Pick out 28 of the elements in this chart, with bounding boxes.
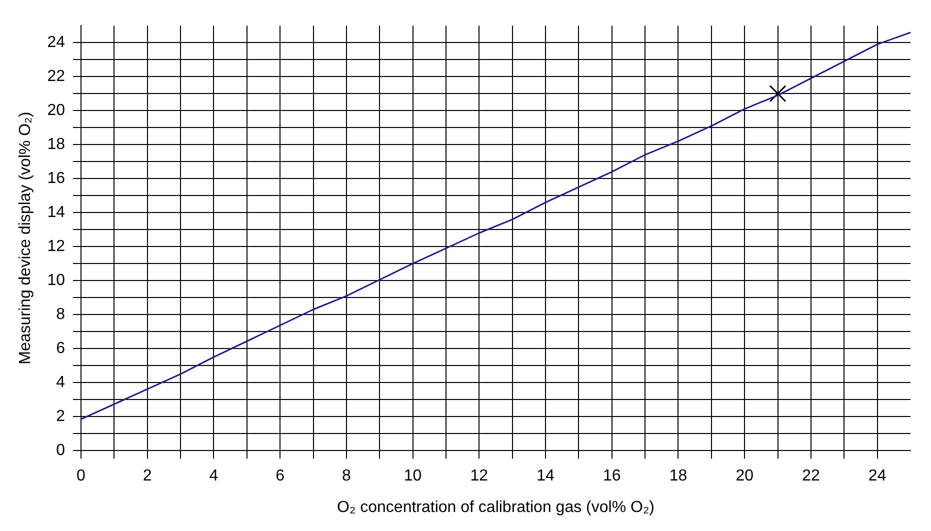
x-tick-label: 18 [669, 468, 688, 485]
x-tick-label: 10 [404, 468, 422, 485]
x-tick-label: 6 [276, 468, 285, 485]
y-tick-label: 14 [47, 204, 66, 222]
y-tick-label: 2 [56, 408, 66, 426]
x-tick-label: 14 [536, 468, 555, 485]
y-tick-label: 8 [56, 306, 66, 324]
x-tick-label: 0 [76, 468, 86, 485]
x-tick-label: 22 [802, 468, 820, 485]
y-tick-label: 10 [47, 272, 66, 290]
x-tick-label: 20 [736, 468, 754, 485]
x-axis-title: O₂ concentration of calibration gas (vol% O₂) [337, 498, 654, 516]
y-tick-label: 6 [56, 340, 66, 358]
y-tick-label: 12 [47, 238, 66, 256]
x-tick-label: 12 [470, 468, 488, 485]
y-tick-label: 22 [47, 68, 66, 86]
y-tick-label: 16 [47, 170, 66, 188]
y-tick-label: 18 [47, 136, 66, 154]
x-tick-label: 4 [209, 468, 218, 485]
y-axis-title: Measuring device display (vol% O₂) [17, 112, 34, 364]
y-tick-label: 0 [56, 442, 66, 460]
x-tick-label: 8 [342, 468, 351, 485]
x-tick-label: 16 [602, 468, 621, 485]
y-tick-label: 20 [47, 102, 66, 120]
x-tick-label: 24 [868, 468, 886, 485]
x-tick-label: 2 [142, 468, 152, 485]
y-tick-label: 24 [47, 34, 66, 52]
y-tick-label: 4 [56, 374, 66, 392]
